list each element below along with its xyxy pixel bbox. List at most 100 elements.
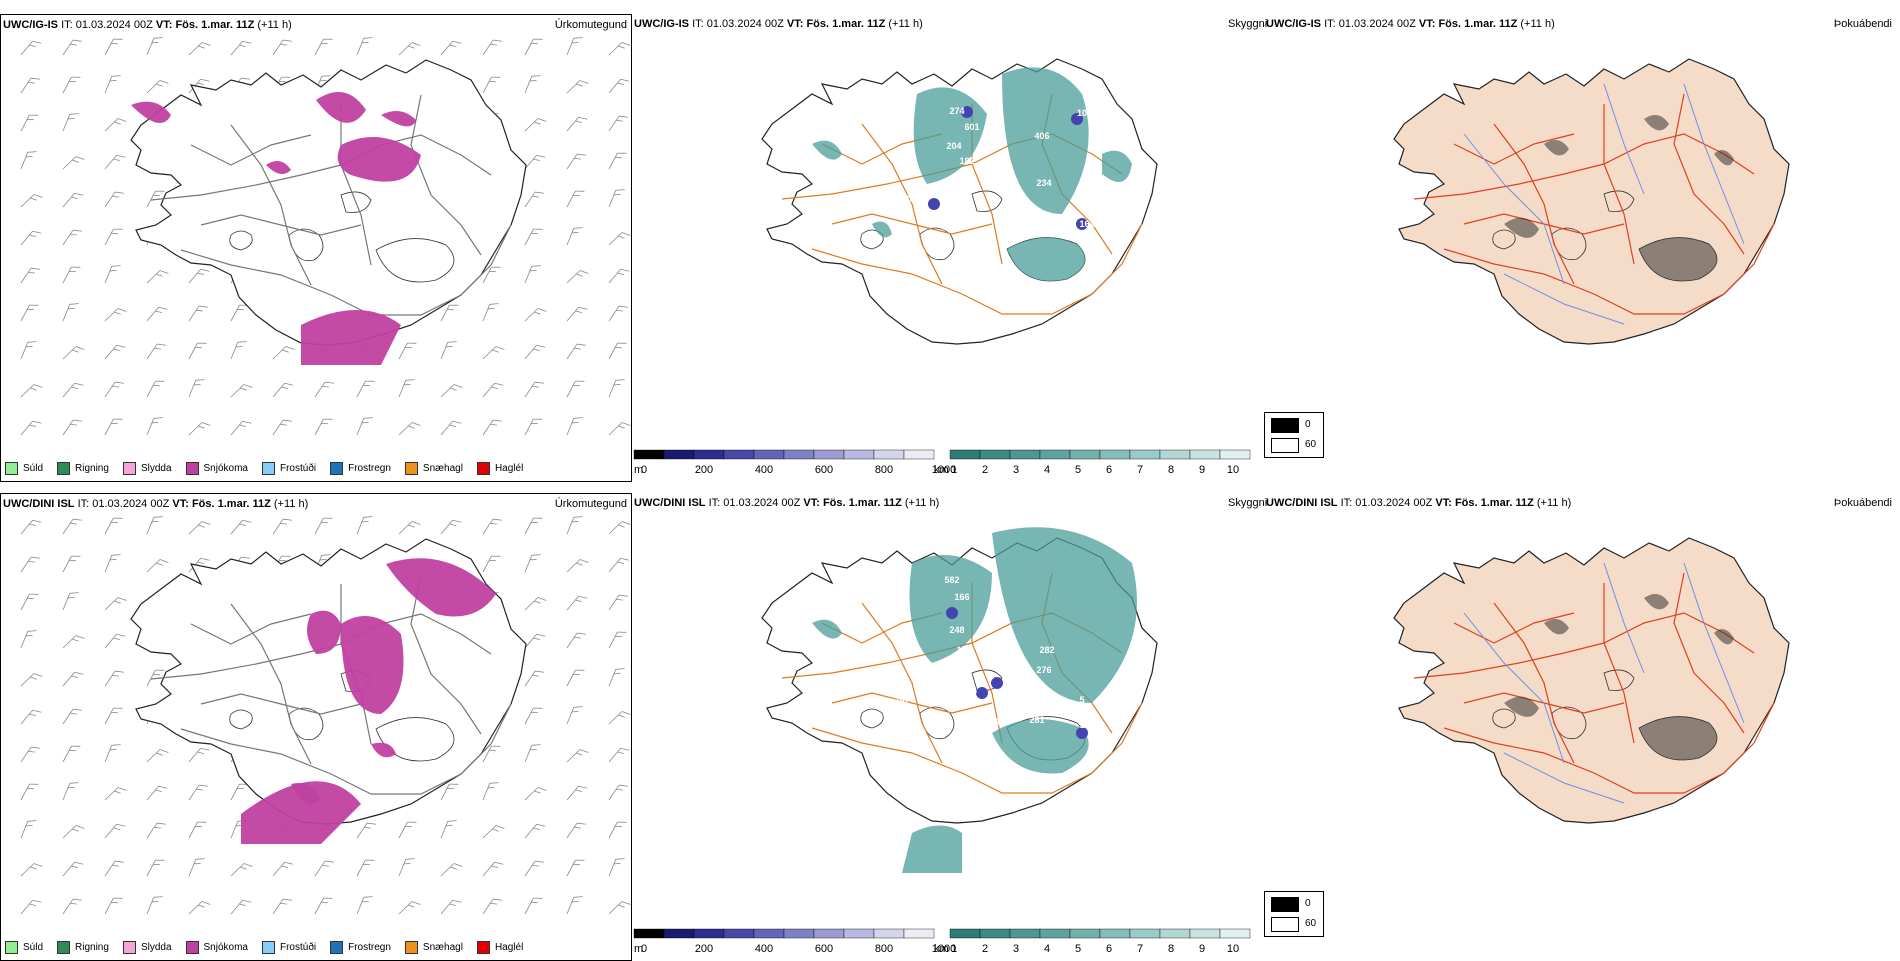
snow-area	[241, 781, 361, 844]
wind-barb	[62, 266, 81, 284]
legend-item-snaehagl: Snæhagl	[404, 940, 463, 954]
colorbar-m-segment	[753, 928, 785, 939]
low-visibility-area	[992, 527, 1137, 703]
vt-label: VT:	[1435, 497, 1452, 509]
wind-barb	[146, 37, 163, 56]
wind-barb	[104, 707, 123, 725]
road-line	[861, 123, 943, 285]
wind-barb	[104, 308, 127, 322]
legend-label: Frostregn	[348, 941, 391, 953]
legend-item-sudl: Súld	[5, 461, 44, 475]
wind-barb	[608, 379, 625, 398]
wind-barb	[566, 749, 589, 763]
wind-barb	[398, 858, 415, 877]
it-value: 01.03.2024 00Z	[723, 497, 801, 509]
colorbar-km-segment	[1159, 928, 1191, 939]
wind-barb	[566, 822, 586, 839]
legend-swatch	[261, 940, 275, 954]
wind-barb	[356, 417, 373, 436]
visibility-title: Skyggni	[1228, 18, 1268, 30]
vt-label: VT:	[172, 498, 189, 510]
wind-barb	[524, 38, 543, 56]
colorbar-unit-m: m	[634, 943, 643, 955]
model-name: UWC/DINI ISL	[3, 498, 75, 510]
wind-barb	[62, 192, 84, 208]
wind-barb	[188, 747, 210, 763]
wind-barb	[20, 899, 42, 915]
visibility-value-label: 10	[1077, 108, 1087, 118]
precip-title: Úrkomutegund	[554, 498, 627, 510]
wind-barb	[440, 519, 462, 535]
wind-barb	[272, 346, 295, 360]
very-low-visibility-area	[946, 607, 958, 619]
wind-barb	[524, 191, 544, 208]
panel-header: UWC/IG-IS IT: 01.03.2024 00Z VT: Fös. 1.…	[634, 18, 1260, 34]
colorbar-tick-m: 400	[755, 943, 773, 955]
colorbar-km-segment	[949, 449, 981, 460]
visibility-value-label: 201	[904, 194, 919, 204]
road-line	[1603, 583, 1635, 744]
legend-label: Frostúði	[279, 941, 317, 953]
fog-panel-dini: UWC/DINI ISL IT: 01.03.2024 00Z VT: Fös.…	[1264, 493, 1896, 961]
road-line	[861, 602, 943, 764]
wind-barb	[104, 860, 124, 877]
wind-barb	[524, 344, 546, 360]
colorbar-km-segment	[1039, 928, 1071, 939]
snow-area	[266, 161, 291, 174]
visibility-panel-dini: UWC/DINI ISL IT: 01.03.2024 00Z VT: Fös.…	[632, 493, 1264, 961]
very-low-visibility-area	[1071, 113, 1083, 125]
colorbar-km-segment	[1009, 449, 1041, 460]
vt-label: VT:	[1418, 18, 1436, 30]
wind-barb	[104, 897, 123, 915]
wind-barb	[566, 37, 583, 56]
wind-barb	[20, 384, 43, 398]
precip-map	[20, 37, 631, 436]
visibility-value-label: 119	[1080, 720, 1095, 730]
fog-swatch-low	[1271, 438, 1299, 453]
wind-barb	[566, 859, 585, 877]
fog-label-low: 60	[1305, 918, 1317, 929]
glacier-outline	[860, 229, 884, 250]
fog-swatch-high	[1271, 418, 1299, 433]
wind-barb	[314, 381, 334, 398]
wind-barb	[566, 80, 589, 94]
precip-title: Úrkomutegund	[554, 19, 627, 31]
fog-indicator-area	[1544, 619, 1569, 635]
colorbar-tick-km: 4	[1044, 943, 1050, 955]
road-line	[410, 573, 482, 735]
visibility-value-label: 582	[944, 575, 959, 585]
road-line	[1673, 572, 1745, 734]
wind-barb	[62, 555, 81, 573]
wind-barb	[608, 901, 631, 915]
colorbar-km-segment	[979, 928, 1011, 939]
visibility-value-label: 97	[805, 134, 815, 144]
colorbar-tick-km: 2	[982, 943, 988, 955]
wind-barb	[314, 418, 333, 436]
legend-label: Súld	[23, 462, 44, 474]
colorbar-m-segment	[783, 928, 815, 939]
snow-area	[341, 616, 404, 714]
fog-label-high: 0	[1305, 419, 1311, 430]
low-visibility-area	[992, 719, 1089, 774]
wind-barb	[20, 114, 39, 132]
road-line	[1453, 612, 1575, 644]
wind-barb	[440, 384, 463, 398]
wind-barb	[146, 785, 168, 801]
wind-barb	[188, 342, 207, 360]
fog-title: Þokuábendi	[1833, 497, 1892, 509]
wind-barb	[314, 517, 333, 535]
wind-barb	[398, 521, 421, 535]
iceland-map	[130, 538, 527, 844]
wind-barb	[146, 859, 165, 877]
legend-label: Snæhagl	[422, 941, 463, 953]
wind-barb	[146, 380, 165, 398]
wind-barb	[62, 303, 79, 322]
wind-barb	[20, 151, 37, 170]
wind-barb	[524, 517, 543, 535]
colorbar-tick-km: 10	[1227, 464, 1239, 476]
wind-barb	[314, 897, 333, 915]
wind-barb	[482, 825, 505, 839]
vt-value: Fös. 1.mar. 11Z	[175, 19, 255, 31]
